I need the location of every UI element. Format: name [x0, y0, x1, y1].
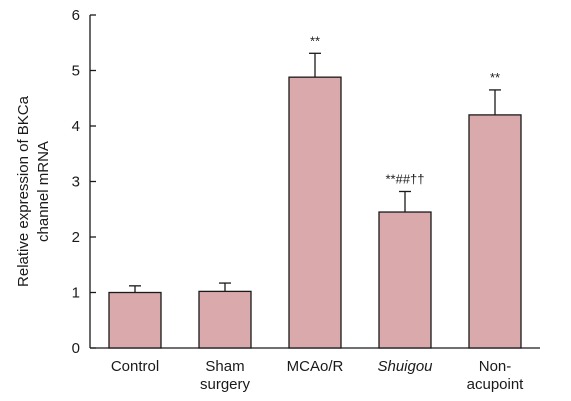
category-label-line: Non-	[479, 358, 512, 375]
category-label-line: Sham	[205, 358, 244, 375]
error-bars	[129, 52, 501, 293]
y-tick-label: 3	[72, 174, 80, 191]
y-axis: 0 1 2 3 4 5 6	[72, 7, 96, 357]
category-label-line: Shuigou	[377, 358, 433, 375]
bar-series	[108, 76, 522, 349]
significance-labels: ** **##†† **	[310, 33, 500, 186]
y-tick-label: 2	[72, 229, 80, 246]
y-tick-label: 0	[72, 340, 80, 357]
category-label: Non-acupoint	[467, 358, 525, 393]
category-label: Shuigou	[377, 358, 433, 375]
category-label: MCAo/R	[287, 358, 344, 375]
y-tick-label: 1	[72, 285, 80, 302]
significance-label: **	[310, 33, 320, 48]
category-label-line: acupoint	[467, 376, 525, 393]
y-axis-title-text: Relative expression of BKCa channel mRNA	[15, 95, 52, 287]
significance-label: **##††	[385, 171, 424, 186]
significance-label: **	[490, 70, 500, 85]
category-label: Sham surgery	[200, 358, 251, 393]
category-labels: Control Sham surgery MCAo/R Shuigou Non-acupo…	[111, 358, 524, 393]
bar	[288, 76, 342, 349]
y-tick-label: 5	[72, 63, 80, 80]
y-axis-title-line: Relative expression of BKCa	[15, 95, 32, 287]
bar	[468, 114, 522, 349]
y-tick-label: 4	[72, 118, 80, 135]
bar	[108, 291, 162, 349]
y-axis-title-line: channel mRNA	[35, 141, 52, 242]
y-tick-label: 6	[72, 7, 80, 24]
y-axis-title: Relative expression of BKCa channel mRNA	[15, 95, 52, 287]
bar	[378, 211, 432, 349]
category-label-line: surgery	[200, 376, 251, 393]
bar	[198, 290, 252, 349]
category-label-line: MCAo/R	[287, 358, 344, 375]
category-label-line: Control	[111, 358, 159, 375]
category-label: Control	[111, 358, 159, 375]
